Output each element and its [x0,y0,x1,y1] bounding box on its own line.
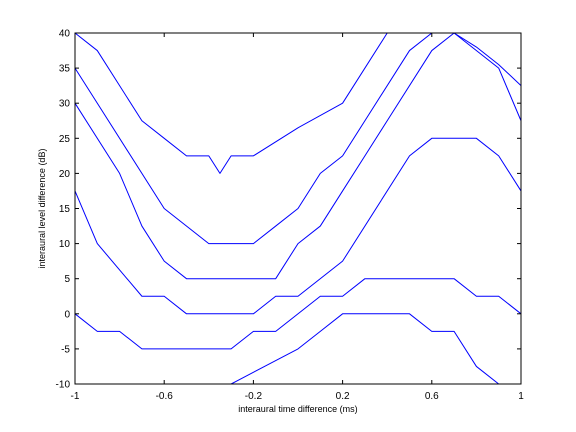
contour-line-3 [74,32,522,280]
y-tick-label: 25 [59,134,71,145]
tick-layer: -1 -0.6 -0.2 0.2 0.6 1 -10 -5 0 5 10 15 20 25 30 35 40 [56,29,525,403]
contour-line-1 [74,32,521,174]
y-tick-label: 5 [64,274,70,285]
x-tick-label: 0.2 [336,391,350,402]
y-axis-label: interaural level difference (dB) [37,149,47,269]
contour-line-6 [230,313,500,385]
y-tick-label: 30 [59,99,71,110]
contour-line-4 [74,137,522,315]
x-tick-label: 0.6 [425,391,439,402]
y-tick-label: 20 [59,169,71,180]
x-tick-label: -0.2 [245,391,263,402]
y-tick-label: 10 [59,239,71,250]
y-tick-label: 35 [59,64,71,75]
x-axis-label: interaural time difference (ms) [238,404,357,414]
y-tick-label: 15 [59,204,71,215]
x-tick-label: -0.6 [156,391,174,402]
y-tick-label: 0 [64,309,70,320]
x-tick-label: -1 [71,391,80,402]
y-tick-label: 40 [59,29,71,40]
y-tick-label: -10 [56,380,71,391]
x-tick-label: 1 [518,391,524,402]
y-tick-label: -5 [61,344,70,355]
contour-line-5 [74,278,522,350]
